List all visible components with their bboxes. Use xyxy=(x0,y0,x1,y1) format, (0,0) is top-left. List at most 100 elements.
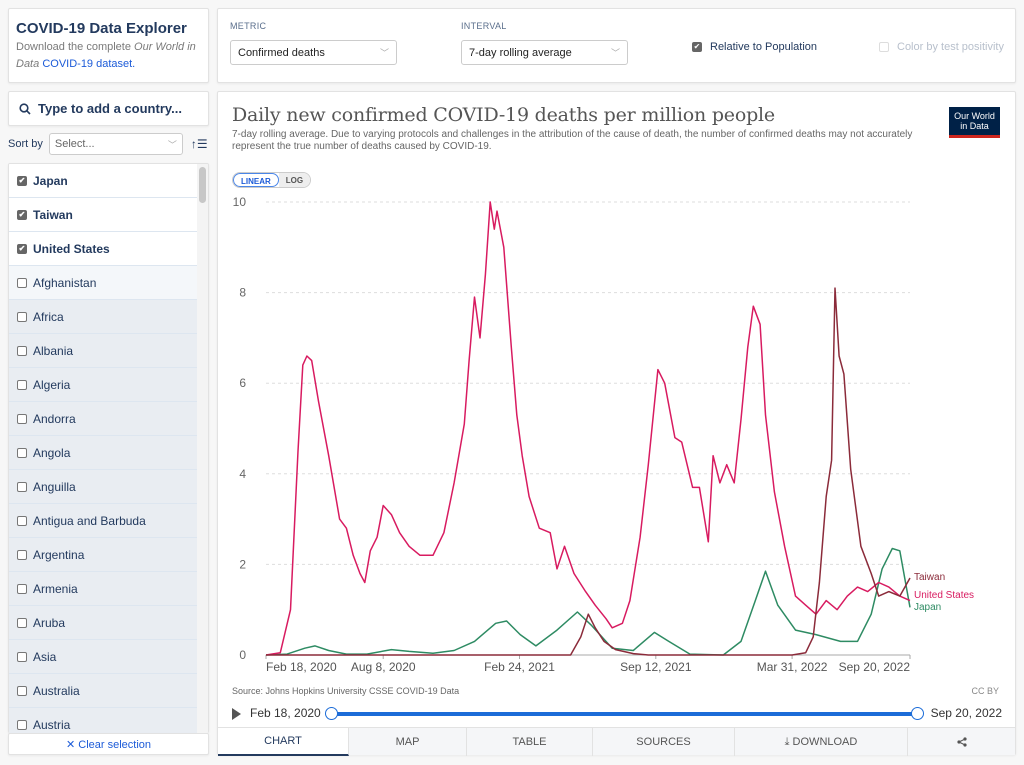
country-name: Africa xyxy=(33,309,64,324)
intro-text: Download the complete xyxy=(16,41,135,53)
checkbox-unchecked-icon[interactable] xyxy=(17,345,27,356)
checkbox-unchecked-icon[interactable] xyxy=(17,481,27,492)
country-item[interactable]: Australia xyxy=(9,674,197,708)
checkbox-unchecked-icon[interactable] xyxy=(17,277,27,288)
interval-dropdown[interactable]: 7-day rolling average ﹀ xyxy=(461,40,628,65)
chevron-down-icon: ﹀ xyxy=(167,139,177,150)
country-name: Australia xyxy=(33,683,80,698)
y-tick-label: 6 xyxy=(239,376,246,390)
log-scale-button[interactable]: LOG xyxy=(278,173,311,187)
checkbox-unchecked-icon[interactable] xyxy=(17,617,27,628)
checkbox-checked-icon[interactable]: ✔ xyxy=(17,243,27,254)
search-placeholder: Type to add a country... xyxy=(38,101,182,116)
metric-dropdown[interactable]: Confirmed deaths ﹀ xyxy=(230,40,397,65)
country-item[interactable]: ✔ Taiwan xyxy=(9,198,197,232)
y-tick-label: 0 xyxy=(239,648,246,662)
logo-line-2: in Data xyxy=(960,121,989,131)
gridlines xyxy=(266,201,910,565)
checkbox-unchecked-icon[interactable] xyxy=(17,651,27,662)
y-tick-label: 4 xyxy=(239,467,246,481)
chevron-down-icon: ﹀ xyxy=(379,48,389,58)
sort-label: Sort by xyxy=(8,138,43,150)
checkbox-unchecked-icon[interactable] xyxy=(17,583,27,594)
country-name: Afghanistan xyxy=(33,275,97,290)
color-by-positivity-checkbox[interactable]: Color by test positivity xyxy=(879,41,1004,53)
x-tick-label: Mar 31, 2022 xyxy=(757,660,828,674)
interval-label: INTERVAL xyxy=(461,21,507,31)
checkbox-checked-icon[interactable]: ✔ xyxy=(17,209,27,220)
country-item[interactable]: Austria xyxy=(9,708,197,733)
series-line-united-states xyxy=(265,201,911,656)
x-tick-label: Aug 8, 2020 xyxy=(351,660,416,674)
country-name: Aruba xyxy=(33,615,66,630)
timeline-start-handle[interactable] xyxy=(325,707,338,720)
dataset-link[interactable]: COVID-19 dataset. xyxy=(42,58,136,70)
checkbox-unchecked-icon[interactable] xyxy=(17,311,27,322)
country-name: Albania xyxy=(33,343,74,358)
country-item[interactable]: Andorra xyxy=(9,402,197,436)
country-item[interactable]: Aruba xyxy=(9,606,197,640)
tab-chart[interactable]: CHART xyxy=(218,728,349,756)
license-link[interactable]: CC BY xyxy=(971,686,999,696)
y-tick-label: 10 xyxy=(233,195,247,209)
controls-bar: METRIC Confirmed deaths ﹀ INTERVAL 7-day … xyxy=(217,8,1016,83)
y-tick-label: 2 xyxy=(239,557,246,571)
linear-scale-button[interactable]: LINEAR xyxy=(233,173,279,187)
checkbox-unchecked-icon[interactable] xyxy=(17,379,27,390)
country-item[interactable]: Anguilla xyxy=(9,470,197,504)
clear-selection-button[interactable]: ✕ Clear selection xyxy=(8,733,209,755)
country-item[interactable]: ✔ Japan xyxy=(9,164,197,198)
share-button[interactable] xyxy=(908,728,1015,756)
scale-toggle: LINEAR LOG xyxy=(232,172,312,188)
x-tick-label: Sep 20, 2022 xyxy=(839,660,911,674)
tab-sources[interactable]: SOURCES xyxy=(593,728,735,756)
country-item[interactable]: Argentina xyxy=(9,538,197,572)
checkbox-unchecked-icon[interactable] xyxy=(17,515,27,526)
series-line-taiwan xyxy=(266,287,911,656)
scrollbar-thumb[interactable] xyxy=(199,167,206,203)
country-item[interactable]: Angola xyxy=(9,436,197,470)
color-positivity-label: Color by test positivity xyxy=(897,41,1004,53)
country-item[interactable]: Armenia xyxy=(9,572,197,606)
checkbox-unchecked-icon[interactable] xyxy=(17,549,27,560)
sort-select[interactable]: Select... ﹀ xyxy=(48,133,183,155)
share-icon xyxy=(956,737,967,747)
country-item[interactable]: Antigua and Barbuda xyxy=(9,504,197,538)
tab-map[interactable]: MAP xyxy=(349,728,467,756)
tab-table[interactable]: TABLE xyxy=(467,728,593,756)
country-list-items: ✔ Japan ✔ Taiwan ✔ United States Afghanistan Af… xyxy=(9,164,197,733)
metric-value: Confirmed deaths xyxy=(238,46,325,59)
country-item[interactable]: Albania xyxy=(9,334,197,368)
country-search[interactable]: Type to add a country... xyxy=(8,91,209,126)
country-item[interactable]: Algeria xyxy=(9,368,197,402)
view-tabs: CHART MAP TABLE SOURCES ⤓ DOWNLOAD xyxy=(218,727,1015,756)
timeline-end-handle[interactable] xyxy=(911,707,924,720)
checkbox-checked-icon[interactable]: ✔ xyxy=(17,175,27,186)
checkbox-unchecked-icon[interactable] xyxy=(17,413,27,424)
tab-download[interactable]: ⤓ DOWNLOAD xyxy=(735,728,908,756)
country-name: Austria xyxy=(33,717,71,732)
series-label-japan: Japan xyxy=(914,602,941,613)
checkbox-unchecked-icon[interactable] xyxy=(17,719,27,730)
timeline: Feb 18, 2020 Sep 20, 2022 xyxy=(232,703,1002,725)
country-name: Anguilla xyxy=(33,479,76,494)
country-item[interactable]: Asia xyxy=(9,640,197,674)
sort-order-icon[interactable]: ↑☰ xyxy=(190,137,208,151)
country-name: Japan xyxy=(33,173,68,188)
x-axis: Feb 18, 2020 Aug 8, 2020 Feb 24, 2021 Sep 1… xyxy=(265,654,911,674)
owid-logo[interactable]: Our World in Data xyxy=(949,107,1000,138)
play-icon[interactable] xyxy=(232,708,241,720)
intro-description: Download the complete Our World in Data C… xyxy=(16,39,201,73)
checkbox-unchecked-icon[interactable] xyxy=(17,685,27,696)
app-title: COVID-19 Data Explorer xyxy=(16,20,187,37)
country-item[interactable]: ✔ United States xyxy=(9,232,197,266)
relative-to-population-checkbox[interactable]: ✔ Relative to Population xyxy=(692,41,817,53)
checkbox-unchecked-icon[interactable] xyxy=(17,447,27,458)
country-item[interactable]: Afghanistan xyxy=(9,266,197,300)
country-item[interactable]: Africa xyxy=(9,300,197,334)
scrollbar-track[interactable] xyxy=(196,164,208,733)
series-label-united-states: United States xyxy=(914,590,974,601)
timeline-slider-track[interactable] xyxy=(332,712,918,716)
metric-label: METRIC xyxy=(230,21,267,31)
